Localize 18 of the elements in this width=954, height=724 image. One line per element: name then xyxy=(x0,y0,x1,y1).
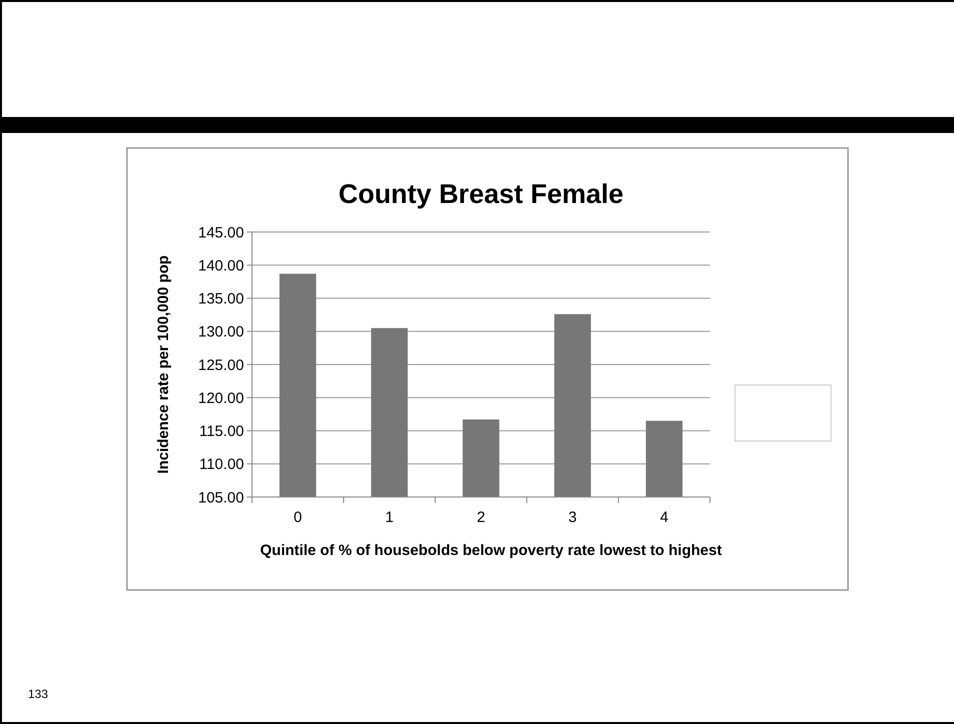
x-tick-label: 1 xyxy=(385,509,394,526)
x-tick-label: 2 xyxy=(476,509,486,526)
y-tick-label: 130.00 xyxy=(198,324,244,341)
y-axis-title: Incidence rate per 100,000 pop xyxy=(155,255,172,474)
y-tick-label: 110.00 xyxy=(199,456,244,474)
y-tick-label: 140.00 xyxy=(198,257,244,274)
y-tick-label: 115.00 xyxy=(199,423,244,440)
text: 133 xyxy=(28,687,48,701)
y-tick-label: 135.00 xyxy=(198,290,244,308)
chart-title: County Breast Female xyxy=(338,179,624,209)
y-tick-label: 120.00 xyxy=(198,390,244,407)
x-tick-label: 4 xyxy=(660,509,668,526)
x-tick-label: 3 xyxy=(568,509,577,526)
y-tick-label: 145.00 xyxy=(198,224,244,242)
x-axis-title: Quintile of % of housebolds below poverty rate lowest to highest xyxy=(260,542,722,559)
x-tick-label: 0 xyxy=(294,509,302,526)
y-tick-label: 105.00 xyxy=(198,489,244,506)
y-tick-label: 125.00 xyxy=(198,356,244,374)
